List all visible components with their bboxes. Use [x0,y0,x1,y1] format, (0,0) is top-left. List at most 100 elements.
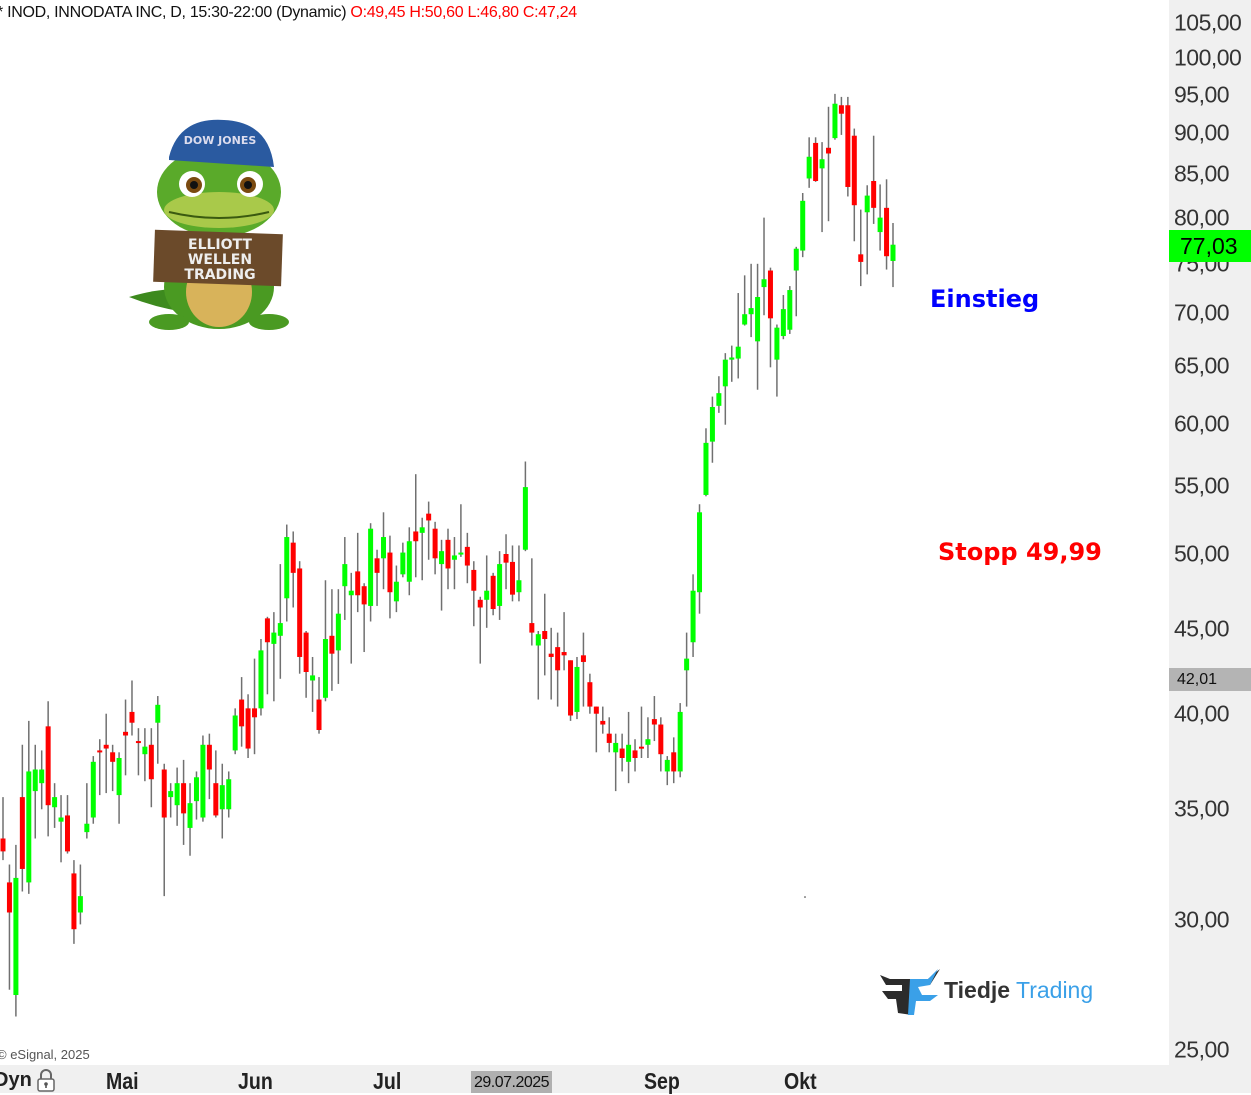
candle[interactable] [522,461,528,552]
candle[interactable] [387,535,393,619]
time-axis[interactable]: Dyn Mai Jun Jul 29.07.2025 Sep Okt [0,1065,1169,1094]
axis-mode-label[interactable]: Dyn [0,1069,32,1091]
candle[interactable] [516,545,522,602]
candle[interactable] [368,523,374,622]
candle[interactable] [548,627,554,700]
candle[interactable] [123,699,129,776]
candle[interactable] [542,593,548,676]
candle[interactable] [348,572,354,664]
candle[interactable] [877,184,883,251]
candle[interactable] [0,797,6,861]
candle[interactable] [52,783,58,828]
candle[interactable] [426,501,432,560]
candle[interactable] [187,783,193,856]
candle[interactable] [709,396,715,463]
candle[interactable] [355,532,361,613]
candle[interactable] [606,717,612,753]
candle[interactable] [232,708,238,755]
candle[interactable] [226,771,232,818]
candle[interactable] [729,345,735,382]
candlestick-plot[interactable] [0,0,1169,1065]
candle[interactable] [871,135,877,224]
candle[interactable] [413,474,419,578]
candle[interactable] [45,701,51,837]
candle[interactable] [587,673,593,714]
candle[interactable] [116,752,122,824]
candle[interactable] [419,517,425,581]
candle[interactable] [97,739,103,796]
candle[interactable] [503,534,509,590]
candle[interactable] [690,574,696,657]
candle[interactable] [793,246,799,317]
candle[interactable] [703,428,709,497]
candle[interactable] [213,750,219,818]
candle[interactable] [613,733,619,792]
candle[interactable] [471,561,477,627]
candle[interactable] [664,756,670,786]
candle[interactable] [26,720,32,894]
candle[interactable] [174,767,180,826]
candle[interactable] [264,616,270,695]
candle[interactable] [290,531,296,608]
candle[interactable] [851,128,857,242]
candle[interactable] [335,589,341,684]
candle[interactable] [529,558,535,646]
candle[interactable] [142,728,148,782]
candle[interactable] [400,542,406,578]
candle[interactable] [310,656,316,712]
candle[interactable] [451,537,457,590]
candle[interactable] [19,744,25,892]
candle[interactable] [806,137,812,188]
candle[interactable] [800,193,806,258]
candle[interactable] [277,564,283,679]
candle[interactable] [742,275,748,326]
price-axis[interactable]: 105,00 100,00 95,00 90,00 85,00 80,00 75,00 70,… [1169,0,1251,1093]
candle[interactable] [722,353,728,425]
candle[interactable] [697,504,703,614]
candle[interactable] [271,612,277,702]
candle[interactable] [600,706,606,734]
candle[interactable] [193,771,199,820]
candle[interactable] [619,733,625,772]
candle[interactable] [497,551,503,620]
candle[interactable] [677,703,683,778]
candle[interactable] [432,521,438,575]
candle[interactable] [780,295,786,340]
candle[interactable] [135,728,141,776]
candle[interactable] [90,756,96,824]
candle[interactable] [6,864,12,990]
candle[interactable] [858,209,864,287]
candle[interactable] [735,293,741,379]
candle[interactable] [219,763,225,839]
candle[interactable] [161,763,167,897]
candle[interactable] [651,696,657,742]
candle[interactable] [477,596,483,664]
candle[interactable] [129,680,135,736]
candle[interactable] [535,631,541,700]
candle[interactable] [813,137,819,182]
candle[interactable] [671,737,677,784]
candle[interactable] [509,545,515,602]
candle[interactable] [568,660,574,721]
candle[interactable] [439,539,445,611]
candle[interactable] [316,677,322,734]
candle[interactable] [819,142,825,233]
candle[interactable] [39,750,45,810]
candle[interactable] [445,528,451,590]
candle[interactable] [787,286,793,334]
candle[interactable] [284,524,290,622]
candle[interactable] [148,728,154,808]
candle[interactable] [77,864,83,925]
candle[interactable] [580,632,586,707]
candle[interactable] [632,739,638,772]
candle[interactable] [168,783,174,818]
candle[interactable] [464,532,470,584]
candle[interactable] [361,583,367,653]
candle[interactable] [658,717,664,772]
candle[interactable] [864,185,870,275]
candle[interactable] [716,376,722,413]
candle[interactable] [103,713,109,794]
candle[interactable] [381,512,387,590]
candle[interactable] [832,93,838,140]
candle[interactable] [645,717,651,758]
